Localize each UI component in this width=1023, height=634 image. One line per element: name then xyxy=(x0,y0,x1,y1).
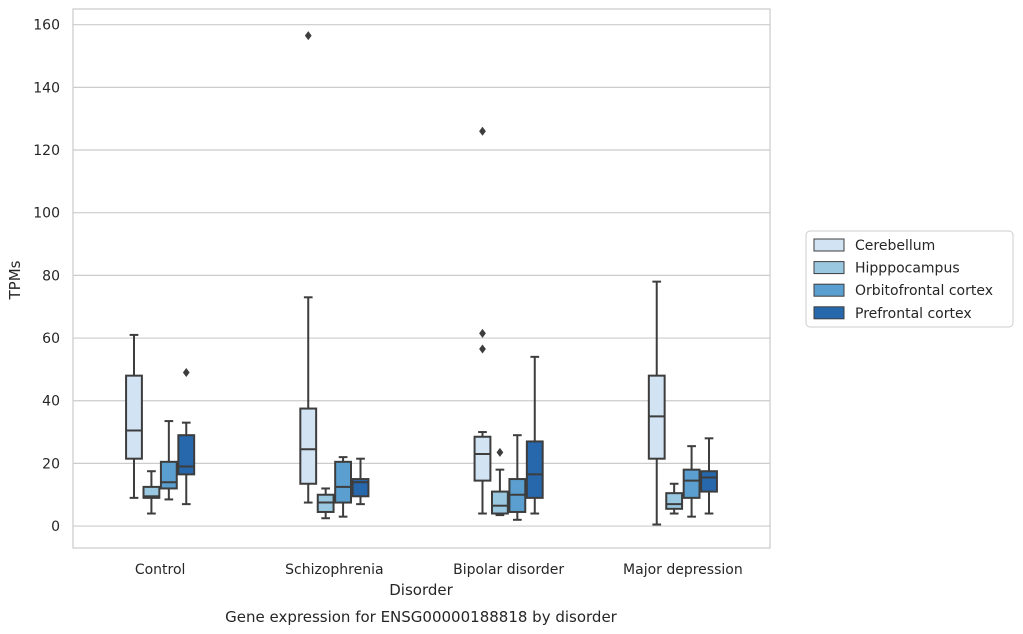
legend-swatch xyxy=(813,238,845,252)
box-orbitofrontal-cortex xyxy=(334,456,352,518)
y-tick-label: 120 xyxy=(33,143,60,159)
box-prefrontal-cortex xyxy=(525,355,544,515)
box-prefrontal-cortex xyxy=(177,368,196,506)
box-hipppocampus xyxy=(491,447,509,517)
box-iqr xyxy=(125,374,143,460)
x-tick-label: Schizophrenia xyxy=(285,562,383,578)
legend-label: Orbitofrontal cortex xyxy=(855,283,993,299)
x-tick-label: Major depression xyxy=(623,562,743,578)
y-tick-label: 160 xyxy=(33,18,60,34)
box-iqr xyxy=(351,478,370,498)
x-tick-label: Bipolar disorder xyxy=(453,562,564,578)
y-tick-label: 80 xyxy=(42,268,60,284)
legend: Cerebellum Hipppocampus Orbitofrontal cort… xyxy=(805,230,1014,328)
box-iqr xyxy=(334,460,352,504)
box-orbitofrontal-cortex xyxy=(508,434,527,521)
legend-label: Prefrontal cortex xyxy=(855,306,972,322)
box-cerebellum xyxy=(473,126,492,515)
box-iqr xyxy=(142,485,161,499)
y-tick-label: 60 xyxy=(42,331,60,347)
legend-label: Cerebellum xyxy=(855,238,935,254)
flier-point xyxy=(479,344,486,354)
box-iqr xyxy=(491,490,509,515)
box-hipppocampus xyxy=(142,470,161,515)
x-tick-label: Control xyxy=(135,562,186,578)
box-cerebellum xyxy=(647,280,666,526)
legend-swatch xyxy=(813,283,845,297)
x-axis-ticks: Control Schizophrenia Bipolar disorder Majo… xyxy=(135,562,743,578)
box-cerebellum xyxy=(299,31,318,504)
y-tick-label: 40 xyxy=(42,394,60,410)
box-iqr xyxy=(682,468,701,499)
boxes-layer xyxy=(125,31,718,526)
box-iqr xyxy=(525,440,544,499)
legend-label: Hipppocampus xyxy=(855,261,960,277)
flier-point xyxy=(479,126,486,136)
box-prefrontal-cortex xyxy=(351,457,370,506)
flier-point xyxy=(496,447,504,457)
chart-title: Gene expression for ENSG00000188818 by d… xyxy=(225,608,618,626)
y-tick-label: 100 xyxy=(33,206,60,222)
plot-frame xyxy=(72,8,771,549)
box-hipppocampus xyxy=(665,482,684,515)
y-tick-label: 140 xyxy=(33,80,60,96)
legend-frame xyxy=(805,230,1014,328)
box-cerebellum xyxy=(125,333,143,499)
box-orbitofrontal-cortex xyxy=(159,420,178,501)
box-iqr xyxy=(159,460,178,490)
flier-point xyxy=(479,328,486,338)
box-iqr xyxy=(473,435,492,482)
y-tick-label: 20 xyxy=(42,456,60,472)
y-axis-ticks: 0 20 40 60 80 100 120 140 160 xyxy=(33,18,60,535)
x-axis-label: Disorder xyxy=(389,581,453,599)
box-hipppocampus xyxy=(316,487,335,520)
box-orbitofrontal-cortex xyxy=(682,445,701,518)
legend-swatch xyxy=(813,306,845,320)
y-tick-label: 0 xyxy=(51,519,60,535)
flier-point xyxy=(304,31,312,41)
box-iqr xyxy=(299,407,318,485)
box-iqr xyxy=(177,434,196,476)
box-iqr xyxy=(700,470,718,493)
flier-point xyxy=(182,368,190,378)
box-prefrontal-cortex xyxy=(700,437,718,515)
y-axis-label: TPMs xyxy=(6,260,24,300)
legend-swatch xyxy=(813,261,845,275)
box-iqr xyxy=(665,492,684,510)
